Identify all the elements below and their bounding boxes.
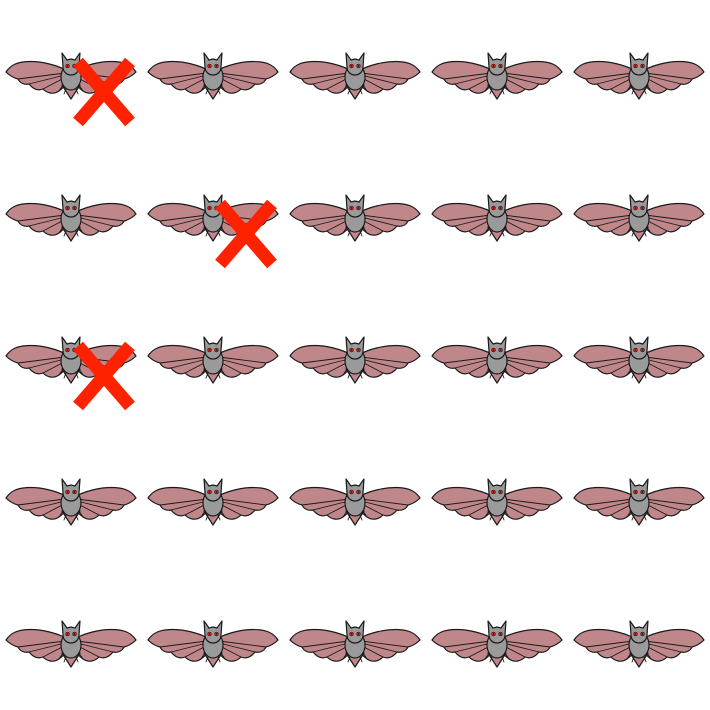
bat-cell[interactable]	[568, 426, 710, 568]
bat-icon	[573, 52, 705, 100]
bat-cell[interactable]	[0, 284, 142, 426]
bat-icon	[431, 620, 563, 668]
bat-cell[interactable]	[0, 426, 142, 568]
bat-icon	[573, 336, 705, 384]
bat-icon	[289, 52, 421, 100]
bat-icon	[147, 52, 279, 100]
bat-cell[interactable]	[0, 142, 142, 284]
bat-icon	[431, 194, 563, 242]
bat-cell[interactable]	[426, 568, 568, 710]
bat-cell[interactable]	[0, 0, 142, 142]
bat-cell[interactable]	[284, 142, 426, 284]
bat-icon	[573, 620, 705, 668]
bat-cell[interactable]	[426, 284, 568, 426]
bat-icon	[5, 620, 137, 668]
bat-icon	[573, 478, 705, 526]
bat-icon	[5, 194, 137, 242]
bat-cell[interactable]	[142, 142, 284, 284]
bat-cell[interactable]	[568, 568, 710, 710]
bat-icon	[147, 336, 279, 384]
bat-cell[interactable]	[142, 0, 284, 142]
bat-cell[interactable]	[284, 568, 426, 710]
bat-cell[interactable]	[426, 142, 568, 284]
bat-cell[interactable]	[568, 0, 710, 142]
bat-cell[interactable]	[426, 0, 568, 142]
bat-icon	[5, 52, 137, 100]
bat-cell[interactable]	[568, 142, 710, 284]
bat-icon	[5, 336, 137, 384]
bat-cell[interactable]	[568, 284, 710, 426]
bat-icon	[147, 620, 279, 668]
bat-icon	[431, 478, 563, 526]
bat-cell[interactable]	[142, 568, 284, 710]
bat-icon	[431, 336, 563, 384]
bat-icon	[147, 478, 279, 526]
bat-icon	[289, 336, 421, 384]
bat-icon	[289, 478, 421, 526]
bat-icon	[431, 52, 563, 100]
bat-icon	[573, 194, 705, 242]
bat-cell[interactable]	[0, 568, 142, 710]
bat-icon	[289, 194, 421, 242]
bat-cell[interactable]	[142, 284, 284, 426]
bat-cell[interactable]	[426, 426, 568, 568]
bat-cell[interactable]	[284, 284, 426, 426]
bat-icon	[289, 620, 421, 668]
bat-cell[interactable]	[284, 0, 426, 142]
bat-icon	[147, 194, 279, 242]
bat-icon	[5, 478, 137, 526]
bat-cell[interactable]	[142, 426, 284, 568]
bat-cell[interactable]	[284, 426, 426, 568]
